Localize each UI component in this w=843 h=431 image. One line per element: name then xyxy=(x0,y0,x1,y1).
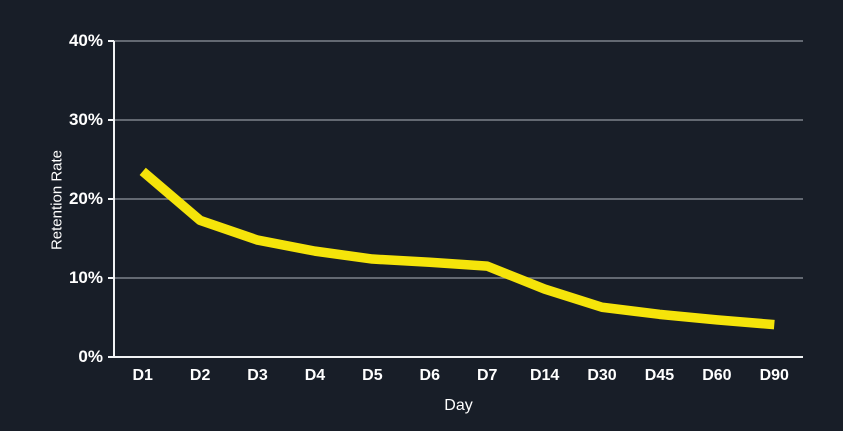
y-tick-label: 40% xyxy=(68,31,103,50)
x-axis-title: Day xyxy=(444,397,473,414)
x-tick-label: D14 xyxy=(529,367,560,384)
x-tick-label: D6 xyxy=(419,367,441,384)
x-tick-label: D90 xyxy=(759,367,789,384)
x-tick-label: D3 xyxy=(247,367,268,384)
y-tick-label: 0% xyxy=(78,347,103,366)
x-tick-label: D1 xyxy=(132,367,153,384)
x-tick-label: D7 xyxy=(476,367,498,384)
x-tick-label: D2 xyxy=(189,367,211,384)
x-tick-label: D5 xyxy=(362,367,383,384)
x-tick-label: D60 xyxy=(702,367,732,384)
retention-line xyxy=(139,167,775,330)
x-tick-label: D30 xyxy=(587,367,617,384)
y-tick-label: 20% xyxy=(68,189,103,208)
x-tick-label: D45 xyxy=(644,367,675,384)
y-tick-label: 30% xyxy=(68,110,103,129)
y-tick-label: 10% xyxy=(68,268,103,287)
x-tick-label: D4 xyxy=(304,367,326,384)
